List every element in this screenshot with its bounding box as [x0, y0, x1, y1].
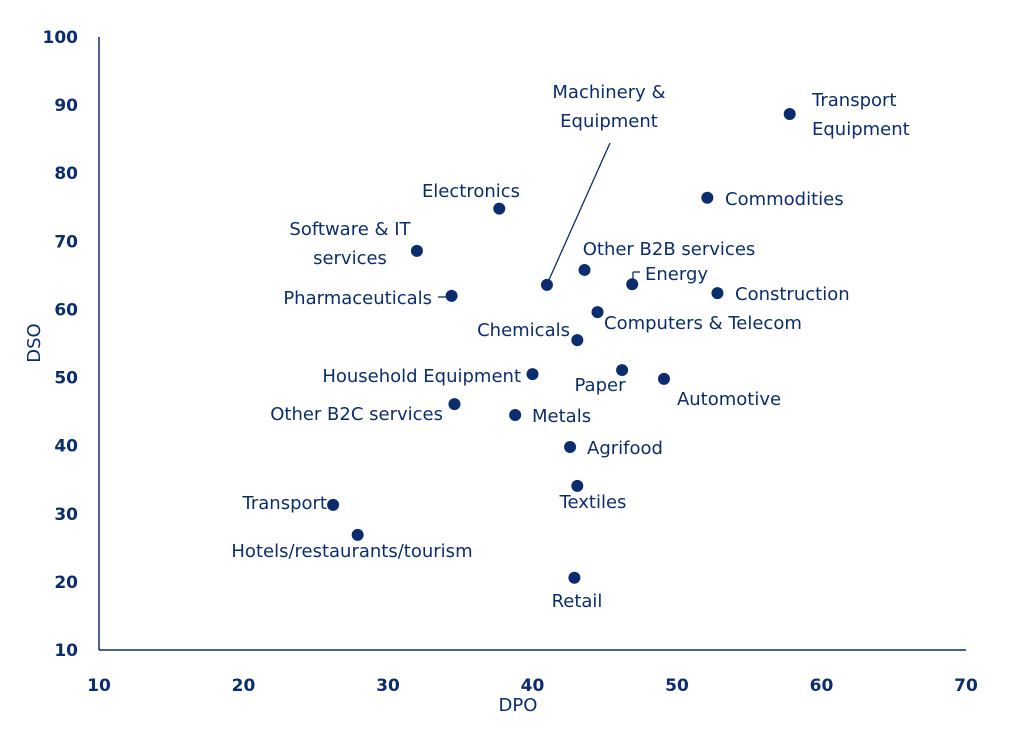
data-label: Commodities — [725, 189, 844, 210]
data-label: Metals — [532, 406, 591, 427]
data-point — [616, 364, 629, 377]
y-tick-label: 30 — [54, 505, 78, 525]
x-tick-label: 30 — [376, 676, 400, 696]
x-tick-label: 10 — [87, 676, 111, 696]
x-tick-label: 20 — [232, 676, 256, 696]
y-tick-label: 40 — [54, 437, 78, 457]
data-point — [540, 278, 553, 291]
y-tick-label: 70 — [54, 232, 78, 252]
data-point — [568, 571, 581, 584]
y-tick-label: 50 — [54, 369, 78, 389]
data-point — [657, 372, 670, 385]
data-label: Software & IT services — [289, 219, 411, 269]
data-point — [493, 202, 506, 215]
data-label: Transport Equipment — [811, 90, 910, 140]
data-label: Agrifood — [587, 438, 663, 459]
data-point — [564, 441, 577, 454]
data-point — [410, 244, 423, 257]
data-label: Machinery & Equipment — [552, 82, 665, 132]
data-label: Transport — [242, 493, 327, 514]
data-label: Energy — [645, 264, 708, 285]
data-label: Household Equipment — [322, 366, 521, 387]
data-point — [327, 498, 340, 511]
data-point — [351, 528, 364, 541]
y-tick-label: 10 — [54, 641, 78, 661]
data-label: Paper — [575, 375, 627, 396]
data-point — [626, 278, 639, 291]
data-point — [571, 479, 584, 492]
data-label: Hotels/restaurants/tourism — [231, 541, 472, 562]
x-tick-label: 60 — [810, 676, 834, 696]
x-tick-label: 70 — [954, 676, 978, 696]
y-axis-title: DSO — [24, 323, 45, 362]
data-label: Chemicals — [477, 320, 570, 341]
data-point — [571, 334, 584, 347]
data-point — [509, 409, 522, 422]
data-point — [701, 191, 714, 204]
leader-line — [547, 142, 611, 283]
data-point — [526, 368, 539, 381]
data-point — [448, 398, 461, 411]
y-tick-label: 80 — [54, 164, 78, 184]
y-tick-label: 20 — [54, 573, 78, 593]
x-tick-label: 40 — [521, 676, 545, 696]
data-label: Automotive — [677, 389, 781, 410]
data-label: Pharmaceuticals — [283, 288, 432, 309]
x-axis-title: DPO — [499, 695, 538, 716]
data-label: Other B2B services — [583, 239, 756, 260]
data-point — [711, 287, 724, 300]
y-tick-label: 90 — [54, 96, 78, 116]
data-label: Electronics — [422, 181, 520, 202]
data-point — [591, 306, 604, 319]
data-point — [445, 289, 458, 302]
x-tick-label: 50 — [665, 676, 689, 696]
y-tick-label: 100 — [43, 28, 79, 48]
data-point — [578, 263, 591, 276]
data-point — [783, 107, 796, 120]
data-label: Retail — [552, 591, 603, 612]
y-tick-label: 60 — [54, 300, 78, 320]
data-label: Computers & Telecom — [604, 313, 802, 334]
data-label: Textiles — [559, 492, 627, 513]
data-label: Construction — [735, 284, 850, 305]
data-label: Other B2C services — [270, 404, 443, 425]
